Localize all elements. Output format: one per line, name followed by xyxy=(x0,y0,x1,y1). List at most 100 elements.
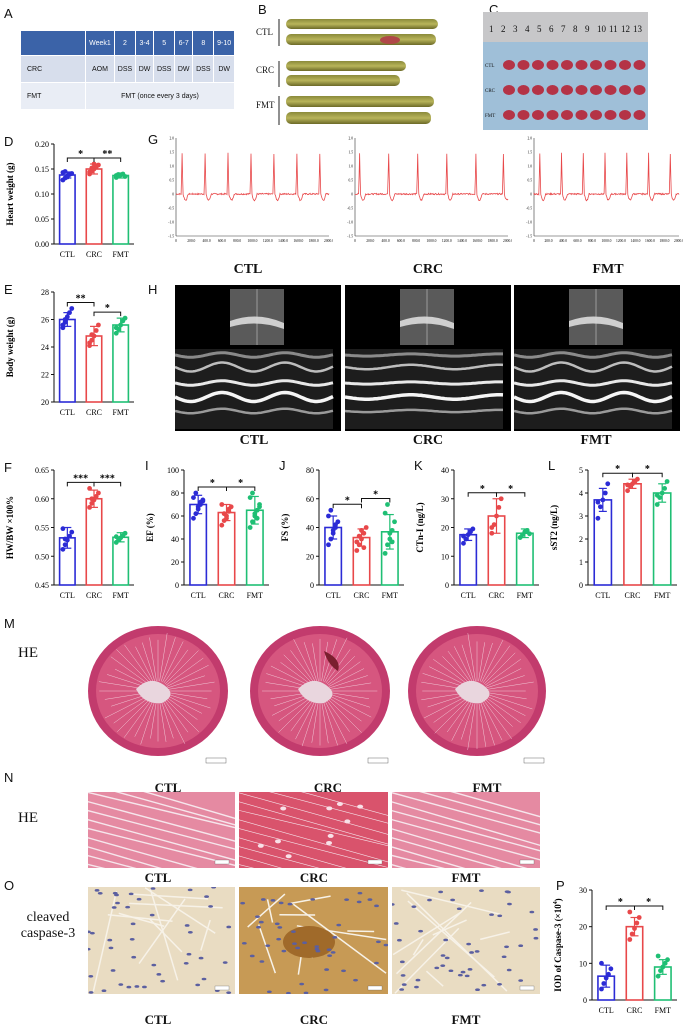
y-axis-label-text: FS (%) xyxy=(280,514,290,542)
tissue-sample xyxy=(575,60,588,70)
ecg-y-tick-label: 2.0 xyxy=(349,137,354,141)
fiber-gap xyxy=(394,927,460,994)
fiber-gap xyxy=(450,792,540,818)
ecg-y-tick-label: -1.5 xyxy=(347,235,353,239)
nucleus xyxy=(151,963,157,967)
y-tick-label: 20 xyxy=(171,558,179,567)
nucleus xyxy=(101,989,107,993)
tissue-sample xyxy=(604,60,617,70)
echo-m-mode-window xyxy=(345,349,503,429)
significance-label: * xyxy=(645,464,650,475)
ruler-numbers: 1 2 3 4 5 6 7 8 9 10 11 12 13 xyxy=(489,24,647,38)
nucleus xyxy=(295,946,301,950)
nucleus xyxy=(240,901,246,905)
nucleus xyxy=(88,975,94,978)
x-tick-label: CTL xyxy=(191,591,206,600)
data-point xyxy=(629,931,635,937)
fiber-gap xyxy=(148,918,183,953)
schedule-row-fmt: FMT FMT (once every 3 days) xyxy=(20,82,235,110)
colon-fmt-1 xyxy=(286,96,434,107)
nucleus xyxy=(400,974,406,977)
nucleus xyxy=(128,892,134,896)
he-heart-fmt xyxy=(408,626,546,764)
nucleus xyxy=(286,991,291,994)
nucleus xyxy=(258,920,264,924)
y-axis-label-text: Heart weight (g) xyxy=(5,163,15,226)
trabecula xyxy=(293,639,316,683)
x-tick-label: CTL xyxy=(595,591,610,600)
trabecula xyxy=(479,642,493,682)
tissue-sample xyxy=(561,85,573,95)
data-point xyxy=(359,527,364,533)
trabecula xyxy=(290,650,315,684)
ecg-x-tick-label: 1600.0 xyxy=(472,239,482,243)
y-tick-label: 0 xyxy=(579,581,583,590)
fiber-gap xyxy=(239,819,388,863)
trabecula xyxy=(303,642,318,682)
significance-label: * xyxy=(618,897,623,908)
data-point xyxy=(524,527,530,533)
ecg-y-tick-label: -1.0 xyxy=(526,221,532,225)
ventricle-lumen xyxy=(136,680,171,704)
trabecula xyxy=(481,699,503,741)
nucleus xyxy=(226,991,232,994)
nucleus xyxy=(506,968,512,972)
ventricle-lumen xyxy=(298,680,333,704)
nucleus xyxy=(414,985,419,989)
stain-label-o-line2: caspase-3 xyxy=(20,926,76,941)
nucleus xyxy=(314,947,320,951)
y-tick-label: 10 xyxy=(441,552,449,561)
tissue-sample xyxy=(590,110,602,120)
data-point xyxy=(195,504,201,510)
data-point xyxy=(635,476,640,482)
nucleus xyxy=(156,973,162,976)
he-heart-ctl xyxy=(88,626,228,764)
ecg-x-tick-label: 800.0 xyxy=(233,239,241,243)
trabecula xyxy=(167,675,205,689)
data-point xyxy=(96,490,101,496)
significance-bracket xyxy=(93,481,122,487)
nucleus xyxy=(464,974,470,978)
trabecula xyxy=(328,668,365,687)
tissue-row-label-ctl: CTL xyxy=(485,64,495,69)
nucleus xyxy=(497,914,503,918)
y-tick-label: 0.05 xyxy=(35,215,49,224)
nucleus xyxy=(278,901,284,905)
fiber-gap xyxy=(392,818,540,861)
tissue-sample xyxy=(517,110,530,120)
tissue-sample xyxy=(633,110,646,120)
trabecula xyxy=(478,642,485,682)
y-tick-label: 28 xyxy=(41,288,49,297)
bar-fmt xyxy=(515,532,534,586)
nucleus xyxy=(438,890,444,894)
colon-label-ctl: CTL xyxy=(256,27,273,37)
data-point xyxy=(658,968,663,974)
nucleus xyxy=(204,895,209,898)
data-point xyxy=(87,486,92,491)
data-point xyxy=(363,525,369,530)
nucleus xyxy=(201,977,207,981)
data-point xyxy=(636,915,642,920)
ihc-caption-crc: CRC xyxy=(299,1012,329,1027)
data-point xyxy=(326,513,331,519)
fiber-gap xyxy=(412,938,424,956)
nucleus xyxy=(332,936,338,939)
nucleus xyxy=(501,955,507,959)
x-tick-label: CTL xyxy=(60,408,75,417)
significance-bracket xyxy=(93,311,122,317)
nucleus xyxy=(114,893,119,897)
x-tick-label: CRC xyxy=(86,408,102,417)
fiber-gap xyxy=(392,792,540,834)
chart-caspase-iod: 0 10 20 30 IOD of Caspase-3 (×104) CTL CRC FMT *… xyxy=(553,886,677,1015)
fiber-gap xyxy=(480,931,510,941)
nucleus xyxy=(475,988,480,991)
data-point xyxy=(602,490,608,496)
he-caption-ctl: CTL xyxy=(154,780,182,795)
nucleus xyxy=(291,930,296,933)
nucleus xyxy=(383,943,388,947)
colon-ctl-2 xyxy=(286,34,436,45)
trabecula xyxy=(278,697,314,733)
ihc-caption-ctl: CTL xyxy=(144,1012,172,1027)
nucleus xyxy=(448,969,454,973)
echo-m-mode-band xyxy=(345,408,503,414)
